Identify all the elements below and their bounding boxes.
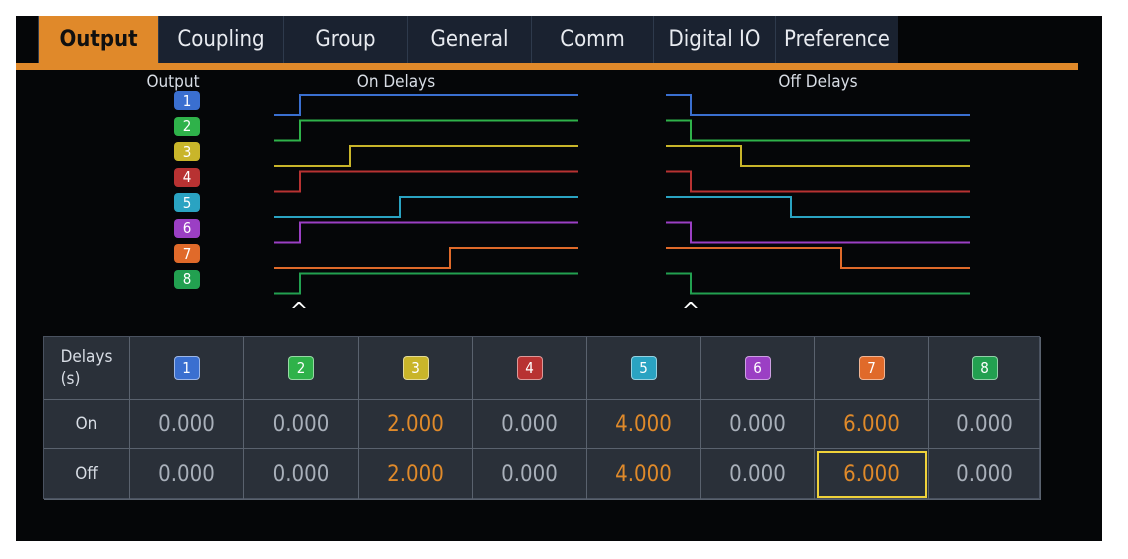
on-delay-field-7[interactable]: 6.000 <box>815 400 929 449</box>
output-badge-2: 2 <box>288 356 314 380</box>
off-delay-trace-6 <box>666 221 970 244</box>
on-delay-trace-3 <box>274 145 578 167</box>
column-header-4: 4 <box>473 337 587 400</box>
output-badge-1: 1 <box>174 91 200 110</box>
on-delay-trace-8 <box>274 272 578 295</box>
off-delay-trace-1 <box>666 94 970 116</box>
delays-unit-header: Delays (s) <box>44 337 130 400</box>
on-delay-trace-4 <box>274 170 578 193</box>
off-row-label: Off <box>44 449 130 500</box>
tab-preference[interactable]: Preference <box>775 16 898 63</box>
tab-general[interactable]: General <box>407 16 531 63</box>
tab-bar: Output Coupling Group General Comm Digit… <box>16 16 1102 70</box>
on-delay-trace-2 <box>274 119 578 142</box>
off-delay-trace-2 <box>666 119 970 142</box>
off-delay-field-5[interactable]: 4.000 <box>587 449 701 500</box>
on-delay-field-2[interactable]: 0.000 <box>244 400 359 449</box>
column-header-6: 6 <box>701 337 815 400</box>
delay-table: Delays (s) 1 2 3 4 5 6 7 8 On Off 0.000 0.000 2.000 0.… <box>43 336 1041 500</box>
tab-digital-io[interactable]: Digital IO <box>653 16 775 63</box>
output-badge-3: 3 <box>402 356 429 380</box>
tab-coupling[interactable]: Coupling <box>158 16 283 63</box>
on-delay-trace-7 <box>274 247 578 269</box>
output-badge-4: 4 <box>174 167 200 187</box>
on-row-label: On <box>44 400 130 449</box>
off-delay-trace-8 <box>666 272 970 295</box>
on-delay-trace-5 <box>274 196 578 218</box>
delay-timing-diagram: ^ ^ <box>274 94 970 324</box>
tab-group[interactable]: Group <box>283 16 407 63</box>
off-delay-field-4[interactable]: 0.000 <box>473 449 587 500</box>
tab-bar-empty-area <box>898 16 1078 63</box>
on-delay-field-1[interactable]: 0.000 <box>130 400 244 449</box>
off-delay-trace-7 <box>666 247 970 269</box>
column-header-3: 3 <box>359 337 473 400</box>
output-badge-4: 4 <box>516 356 543 380</box>
on-delay-field-8[interactable]: 0.000 <box>929 400 1041 449</box>
output-badge-7: 7 <box>858 356 885 380</box>
off-delay-trace-3 <box>666 145 970 167</box>
off-delay-field-6[interactable]: 0.000 <box>701 449 815 500</box>
output-badge-5: 5 <box>174 193 200 212</box>
off-delays-header: Off Delays <box>778 72 858 92</box>
tab-bar-underline <box>16 63 1078 70</box>
output-badge-8: 8 <box>174 269 200 289</box>
off-delay-field-2[interactable]: 0.000 <box>244 449 359 500</box>
column-header-7: 7 <box>815 337 929 400</box>
output-badge-6: 6 <box>744 356 771 380</box>
output-badge-3: 3 <box>174 142 200 161</box>
output-badge-8: 8 <box>971 356 998 380</box>
tab-comm[interactable]: Comm <box>531 16 653 63</box>
off-delay-trace-5 <box>666 196 970 218</box>
on-delays-header: On Delays <box>356 72 436 92</box>
column-header-1: 1 <box>130 337 244 400</box>
off-delay-field-1[interactable]: 0.000 <box>130 449 244 500</box>
device-screen: Output Coupling Group General Comm Digit… <box>16 16 1102 541</box>
off-delay-field-3[interactable]: 2.000 <box>359 449 473 500</box>
output-badge-5: 5 <box>630 356 657 380</box>
on-delay-trace-1 <box>274 94 578 116</box>
on-delay-field-4[interactable]: 0.000 <box>473 400 587 449</box>
output-badge-2: 2 <box>174 116 200 136</box>
off-delay-field-8[interactable]: 0.000 <box>929 449 1041 500</box>
on-delay-field-5[interactable]: 4.000 <box>587 400 701 449</box>
output-badge-6: 6 <box>174 218 200 238</box>
on-delay-trace-6 <box>274 221 578 244</box>
output-badge-1: 1 <box>173 356 200 380</box>
tab-output[interactable]: Output <box>38 16 158 63</box>
on-delay-field-6[interactable]: 0.000 <box>701 400 815 449</box>
column-header-8: 8 <box>929 337 1041 400</box>
output-header: Output <box>146 72 200 92</box>
off-delay-field-7[interactable]: 6.000 <box>815 449 929 500</box>
output-badge-7: 7 <box>174 244 200 263</box>
column-header-5: 5 <box>587 337 701 400</box>
off-delay-trace-4 <box>666 170 970 193</box>
off-delay-cursor-icon: ^ <box>682 299 700 324</box>
column-header-2: 2 <box>244 337 359 400</box>
on-delay-cursor-icon: ^ <box>290 299 308 324</box>
on-delay-field-3[interactable]: 2.000 <box>359 400 473 449</box>
